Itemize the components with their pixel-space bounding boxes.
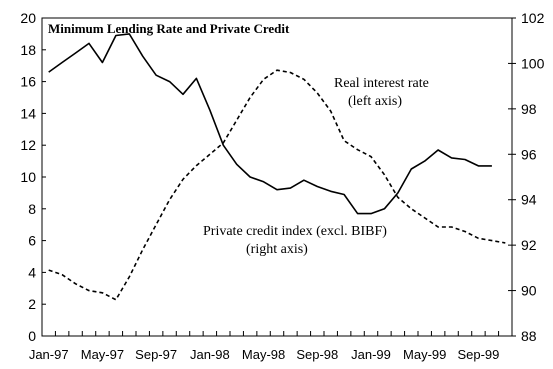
left-axis: 0 2 4 6 8 10 12 14 16 18 20	[20, 10, 46, 344]
right-tick-label: 90	[521, 283, 537, 299]
series-line-real-interest-rate	[48, 33, 492, 215]
series-line-private-credit-index	[48, 69, 506, 301]
right-axis: 88 90 92 94 96 98 100 102	[508, 10, 545, 344]
right-tick-label: 102	[521, 10, 545, 26]
left-tick-label: 6	[28, 233, 36, 249]
series-layer	[48, 33, 506, 301]
plot-frame	[41, 17, 513, 337]
left-tick-label: 4	[28, 264, 36, 280]
x-tick-label: May-97	[81, 347, 124, 362]
right-tick-label: 98	[521, 101, 537, 117]
chart-title: Minimum Lending Rate and Private Credit	[48, 21, 290, 36]
x-tick-label: Jan-98	[190, 347, 230, 362]
x-tick-label: Jan-97	[29, 347, 69, 362]
left-tick-label: 18	[20, 42, 36, 58]
annotation-real-rate-line1: Real interest rate	[334, 76, 429, 91]
x-tick-label: Sep-97	[135, 347, 177, 362]
x-tick-label: Jan-99	[351, 347, 391, 362]
left-tick-label: 2	[28, 296, 36, 312]
left-tick-label: 8	[28, 201, 36, 217]
left-tick-label: 12	[20, 137, 36, 153]
right-tick-label: 88	[521, 328, 537, 344]
right-tick-label: 96	[521, 146, 537, 162]
annotation-credit-line1: Private credit index (excl. BIBF)	[203, 224, 387, 239]
annotation-credit-line2: (right axis)	[246, 242, 308, 257]
left-tick-label: 0	[28, 328, 36, 344]
x-tick-label: Sep-99	[457, 347, 499, 362]
right-tick-label: 100	[521, 55, 545, 71]
right-tick-label: 94	[521, 192, 537, 208]
annotation-real-rate-line2: (left axis)	[348, 94, 402, 109]
left-tick-label: 14	[20, 105, 36, 121]
x-axis: Jan-97 May-97 Sep-97 Jan-98 May-98 Sep-98 Jan-…	[29, 331, 513, 362]
x-tick-label: May-98	[242, 347, 285, 362]
x-tick-label: Sep-98	[296, 347, 338, 362]
right-tick-label: 92	[521, 237, 537, 253]
left-tick-label: 10	[20, 169, 36, 185]
left-tick-label: 16	[20, 74, 36, 90]
x-tick-label: May-99	[403, 347, 446, 362]
left-tick-label: 20	[20, 10, 36, 26]
